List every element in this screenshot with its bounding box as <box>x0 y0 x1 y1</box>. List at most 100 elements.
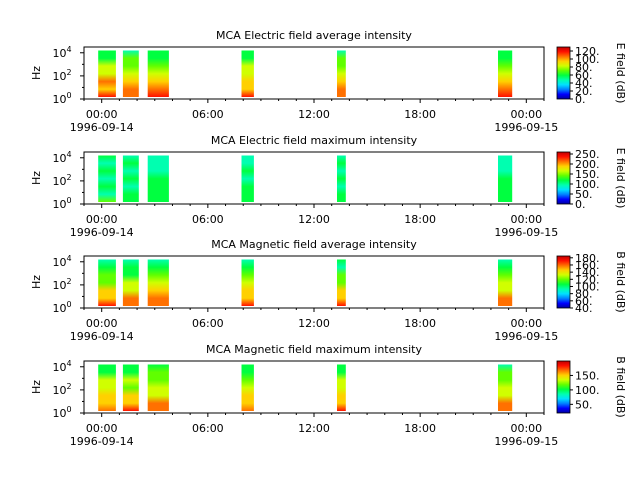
x-tick-label: 06:00 <box>192 213 224 226</box>
y-axis-label: Hz <box>30 380 43 394</box>
y-axis-label: Hz <box>30 66 43 80</box>
colorbar-label: E field (dB) <box>614 148 627 209</box>
spectrogram-block <box>98 50 116 97</box>
colorbar <box>556 255 571 309</box>
spectrogram-block <box>337 155 346 202</box>
colorbar-tick-label: 140. <box>575 266 600 279</box>
spectrogram-block <box>241 259 254 306</box>
colorbar-tick-label: 100. <box>575 280 600 293</box>
spectrogram-block <box>498 155 513 202</box>
y-tick-label: 100 <box>52 300 71 315</box>
colorbar-tick-label: 100. <box>575 53 600 66</box>
colorbar-tick-label: 50. <box>575 188 593 201</box>
x-tick-label: 06:00 <box>192 108 224 121</box>
date-right-label: 1996-09-15 <box>494 121 558 134</box>
spectrogram-block <box>122 364 139 411</box>
x-tick-label: 00:00 <box>510 213 542 226</box>
y-axis-label: Hz <box>30 275 43 289</box>
colorbar-label: E field (dB) <box>614 43 627 104</box>
colorbar-tick-label: 60. <box>575 295 593 308</box>
y-tick-label: 104 <box>52 150 71 165</box>
y-tick-label: 102 <box>52 277 71 292</box>
colorbar-tick-label: 200. <box>575 158 600 171</box>
y-tick-label: 100 <box>52 405 71 420</box>
colorbar-tick-label: 120. <box>575 45 600 58</box>
panel-4: MCA Magnetic field maximum intensity 100 1… <box>30 343 627 448</box>
panel-title: MCA Electric field average intensity <box>216 29 412 42</box>
spectrogram-block <box>98 364 116 411</box>
y-tick-label: 104 <box>52 254 71 269</box>
date-left-label: 1996-09-14 <box>70 121 134 134</box>
date-left-label: 1996-09-14 <box>70 226 134 239</box>
x-tick-label: 18:00 <box>404 317 436 330</box>
colorbar-tick-label: 100. <box>575 178 600 191</box>
colorbar-tick-label: 60. <box>575 69 593 82</box>
spectrogram-block <box>147 155 169 202</box>
x-tick-label: 06:00 <box>192 422 224 435</box>
x-tick-label: 00:00 <box>86 108 118 121</box>
spectrogram-block <box>241 155 254 202</box>
colorbar-label: B field (dB) <box>614 356 627 417</box>
x-tick-label: 00:00 <box>86 422 118 435</box>
y-tick-label: 102 <box>52 382 71 397</box>
colorbar-tick-label: 0. <box>575 93 586 106</box>
y-tick-label: 104 <box>52 359 71 374</box>
x-tick-label: 18:00 <box>404 108 436 121</box>
spectrogram-block <box>337 50 346 97</box>
panel-2: MCA Electric field maximum intensity 100 1… <box>30 134 627 239</box>
date-left-label: 1996-09-14 <box>70 435 134 448</box>
colorbar-tick-label: 50. <box>575 398 593 411</box>
colorbar-tick-label: 80. <box>575 61 593 74</box>
spectrogram-block <box>147 50 169 97</box>
panel-title: MCA Electric field maximum intensity <box>211 134 418 147</box>
spectrogram-block <box>337 364 346 411</box>
spectrogram-block <box>498 364 513 411</box>
spectrogram-block <box>337 259 346 306</box>
date-right-label: 1996-09-15 <box>494 435 558 448</box>
y-tick-label: 100 <box>52 91 71 106</box>
x-tick-label: 12:00 <box>298 317 330 330</box>
colorbar-tick-label: 0. <box>575 198 586 211</box>
colorbar-tick-label: 250. <box>575 148 600 161</box>
x-tick-label: 12:00 <box>298 108 330 121</box>
colorbar-tick-label: 80. <box>575 288 593 301</box>
x-tick-label: 18:00 <box>404 422 436 435</box>
colorbar-tick-label: 100. <box>575 384 600 397</box>
spectrogram-block <box>498 50 513 97</box>
x-tick-label: 00:00 <box>510 422 542 435</box>
panel-3: MCA Magnetic field average intensity 100 1… <box>30 238 627 343</box>
y-tick-label: 102 <box>52 173 71 188</box>
spectrogram-block <box>498 259 513 306</box>
spectrogram-block <box>241 364 254 411</box>
spectrogram-block <box>122 50 139 97</box>
x-tick-label: 00:00 <box>510 108 542 121</box>
y-tick-label: 102 <box>52 68 71 83</box>
x-tick-label: 18:00 <box>404 213 436 226</box>
y-tick-label: 100 <box>52 196 71 211</box>
spectrogram-block <box>241 50 254 97</box>
date-right-label: 1996-09-15 <box>494 226 558 239</box>
spectrogram-block <box>98 155 116 202</box>
x-tick-label: 06:00 <box>192 317 224 330</box>
colorbar-tick-label: 20. <box>575 85 593 98</box>
colorbar <box>556 360 571 414</box>
x-tick-label: 00:00 <box>510 317 542 330</box>
y-tick-label: 104 <box>52 45 71 60</box>
colorbar-tick-label: 160. <box>575 259 600 272</box>
colorbar <box>556 151 571 205</box>
spectrogram-block <box>147 364 169 411</box>
colorbar-tick-label: 40. <box>575 77 593 90</box>
spectrogram-block <box>122 259 139 306</box>
colorbar-tick-label: 180. <box>575 252 600 265</box>
colorbar-tick-label: 150. <box>575 369 600 382</box>
colorbar <box>556 46 571 100</box>
date-left-label: 1996-09-14 <box>70 330 134 343</box>
x-tick-label: 00:00 <box>86 213 118 226</box>
panel-1: MCA Electric field average intensity 100 1… <box>30 29 627 134</box>
colorbar-tick-label: 120. <box>575 273 600 286</box>
x-tick-label: 00:00 <box>86 317 118 330</box>
colorbar-tick-label: 150. <box>575 168 600 181</box>
panel-title: MCA Magnetic field maximum intensity <box>206 343 422 356</box>
spectrogram-block <box>122 155 139 202</box>
